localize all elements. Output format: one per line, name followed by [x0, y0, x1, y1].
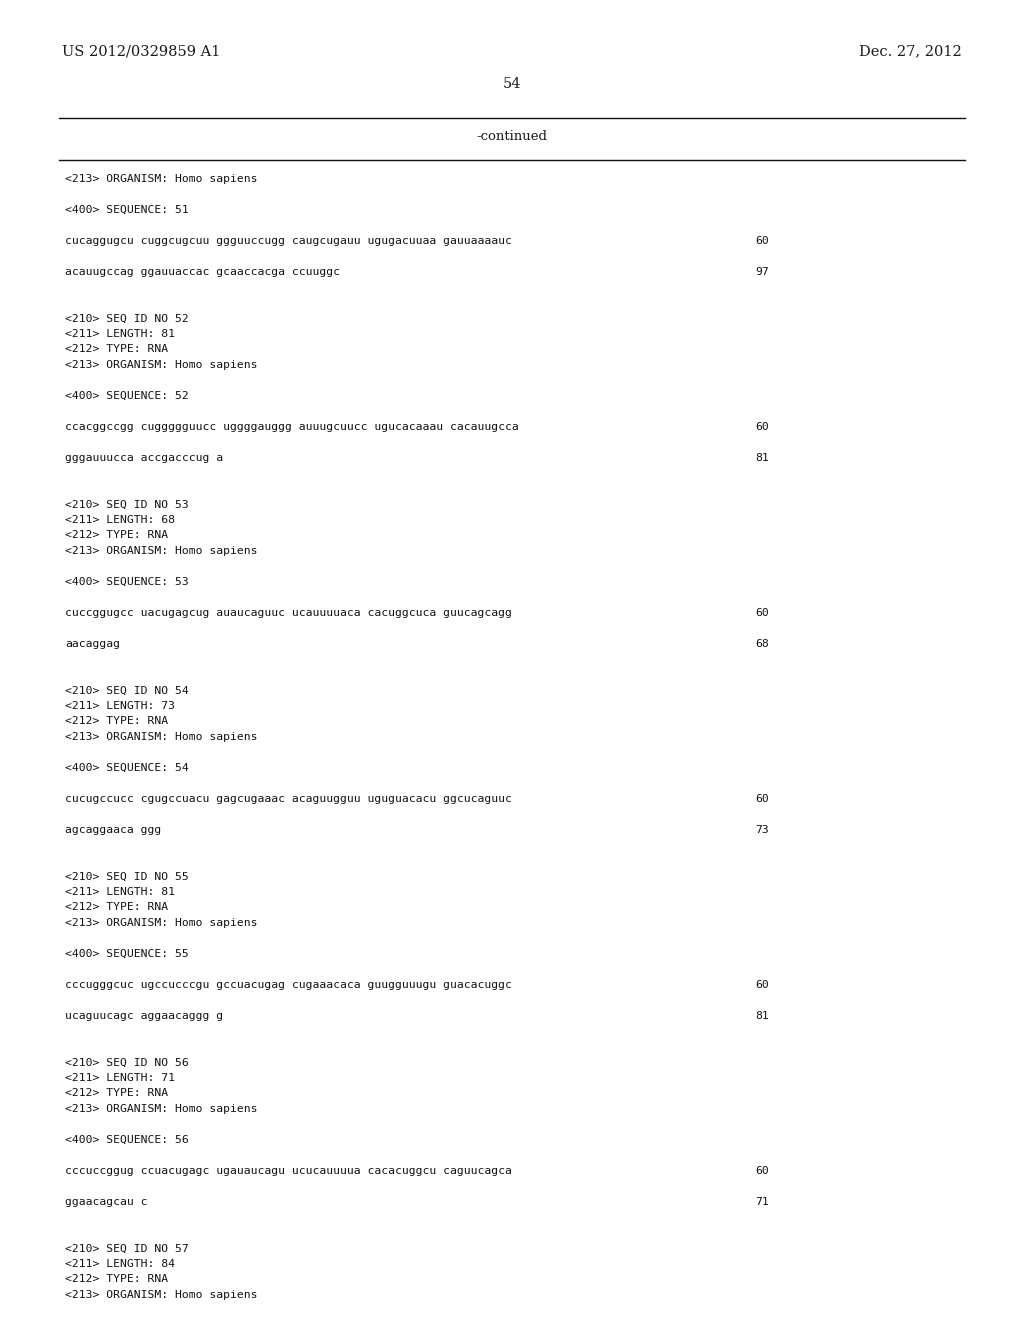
Text: 60: 60: [755, 1166, 769, 1176]
Text: cucaggugcu cuggcugcuu ggguuccugg caugcugauu ugugacuuaa gauuaaaauc: cucaggugcu cuggcugcuu ggguuccugg caugcug…: [65, 236, 512, 246]
Text: <211> LENGTH: 71: <211> LENGTH: 71: [65, 1073, 175, 1082]
Text: ggaacagcau c: ggaacagcau c: [65, 1197, 147, 1206]
Text: 60: 60: [755, 609, 769, 618]
Text: cuccggugcc uacugagcug auaucaguuc ucauuuuaca cacuggcuca guucagcagg: cuccggugcc uacugagcug auaucaguuc ucauuuu…: [65, 609, 512, 618]
Text: cccuccggug ccuacugagc ugauaucagu ucucauuuua cacacuggcu caguucagca: cccuccggug ccuacugagc ugauaucagu ucucauu…: [65, 1166, 512, 1176]
Text: aacaggag: aacaggag: [65, 639, 120, 649]
Text: -continued: -continued: [476, 129, 548, 143]
Text: 71: 71: [755, 1197, 769, 1206]
Text: <212> TYPE: RNA: <212> TYPE: RNA: [65, 1275, 168, 1284]
Text: cccugggcuc ugccucccgu gccuacugag cugaaacaca guugguuugu guacacuggc: cccugggcuc ugccucccgu gccuacugag cugaaac…: [65, 979, 512, 990]
Text: 68: 68: [755, 639, 769, 649]
Text: <213> ORGANISM: Homo sapiens: <213> ORGANISM: Homo sapiens: [65, 360, 257, 370]
Text: 60: 60: [755, 795, 769, 804]
Text: 60: 60: [755, 236, 769, 246]
Text: acauugccag ggauuaccac gcaaccacga ccuuggc: acauugccag ggauuaccac gcaaccacga ccuuggc: [65, 267, 340, 277]
Text: <400> SEQUENCE: 52: <400> SEQUENCE: 52: [65, 391, 188, 401]
Text: <213> ORGANISM: Homo sapiens: <213> ORGANISM: Homo sapiens: [65, 733, 257, 742]
Text: <211> LENGTH: 84: <211> LENGTH: 84: [65, 1259, 175, 1269]
Text: <400> SEQUENCE: 56: <400> SEQUENCE: 56: [65, 1135, 188, 1144]
Text: 97: 97: [755, 267, 769, 277]
Text: 60: 60: [755, 422, 769, 432]
Text: <400> SEQUENCE: 53: <400> SEQUENCE: 53: [65, 577, 188, 587]
Text: <210> SEQ ID NO 56: <210> SEQ ID NO 56: [65, 1057, 188, 1068]
Text: 73: 73: [755, 825, 769, 836]
Text: <210> SEQ ID NO 52: <210> SEQ ID NO 52: [65, 313, 188, 323]
Text: <212> TYPE: RNA: <212> TYPE: RNA: [65, 345, 168, 355]
Text: ucaguucagc aggaacaggg g: ucaguucagc aggaacaggg g: [65, 1011, 223, 1020]
Text: 60: 60: [755, 979, 769, 990]
Text: gggauuucca accgacccug a: gggauuucca accgacccug a: [65, 453, 223, 463]
Text: <211> LENGTH: 68: <211> LENGTH: 68: [65, 515, 175, 525]
Text: 54: 54: [503, 77, 521, 91]
Text: <213> ORGANISM: Homo sapiens: <213> ORGANISM: Homo sapiens: [65, 917, 257, 928]
Text: <211> LENGTH: 81: <211> LENGTH: 81: [65, 329, 175, 339]
Text: <210> SEQ ID NO 53: <210> SEQ ID NO 53: [65, 499, 188, 510]
Text: cucugccucc cgugccuacu gagcugaaac acaguugguu uguguacacu ggcucaguuc: cucugccucc cgugccuacu gagcugaaac acaguug…: [65, 795, 512, 804]
Text: Dec. 27, 2012: Dec. 27, 2012: [859, 44, 962, 58]
Text: <211> LENGTH: 81: <211> LENGTH: 81: [65, 887, 175, 898]
Text: <210> SEQ ID NO 57: <210> SEQ ID NO 57: [65, 1243, 188, 1254]
Text: <400> SEQUENCE: 51: <400> SEQUENCE: 51: [65, 205, 188, 215]
Text: <213> ORGANISM: Homo sapiens: <213> ORGANISM: Homo sapiens: [65, 174, 257, 183]
Text: <400> SEQUENCE: 54: <400> SEQUENCE: 54: [65, 763, 188, 774]
Text: <210> SEQ ID NO 54: <210> SEQ ID NO 54: [65, 685, 188, 696]
Text: ccacggccgg cuggggguucc uggggauggg auuugcuucc ugucacaaau cacauugcca: ccacggccgg cuggggguucc uggggauggg auuugc…: [65, 422, 519, 432]
Text: 81: 81: [755, 453, 769, 463]
Text: <212> TYPE: RNA: <212> TYPE: RNA: [65, 531, 168, 540]
Text: <212> TYPE: RNA: <212> TYPE: RNA: [65, 1089, 168, 1098]
Text: <211> LENGTH: 73: <211> LENGTH: 73: [65, 701, 175, 711]
Text: <212> TYPE: RNA: <212> TYPE: RNA: [65, 903, 168, 912]
Text: <212> TYPE: RNA: <212> TYPE: RNA: [65, 717, 168, 726]
Text: 81: 81: [755, 1011, 769, 1020]
Text: <213> ORGANISM: Homo sapiens: <213> ORGANISM: Homo sapiens: [65, 1290, 257, 1300]
Text: agcaggaaca ggg: agcaggaaca ggg: [65, 825, 161, 836]
Text: US 2012/0329859 A1: US 2012/0329859 A1: [62, 44, 220, 58]
Text: <213> ORGANISM: Homo sapiens: <213> ORGANISM: Homo sapiens: [65, 546, 257, 556]
Text: <213> ORGANISM: Homo sapiens: <213> ORGANISM: Homo sapiens: [65, 1104, 257, 1114]
Text: <210> SEQ ID NO 55: <210> SEQ ID NO 55: [65, 871, 188, 882]
Text: <400> SEQUENCE: 55: <400> SEQUENCE: 55: [65, 949, 188, 960]
